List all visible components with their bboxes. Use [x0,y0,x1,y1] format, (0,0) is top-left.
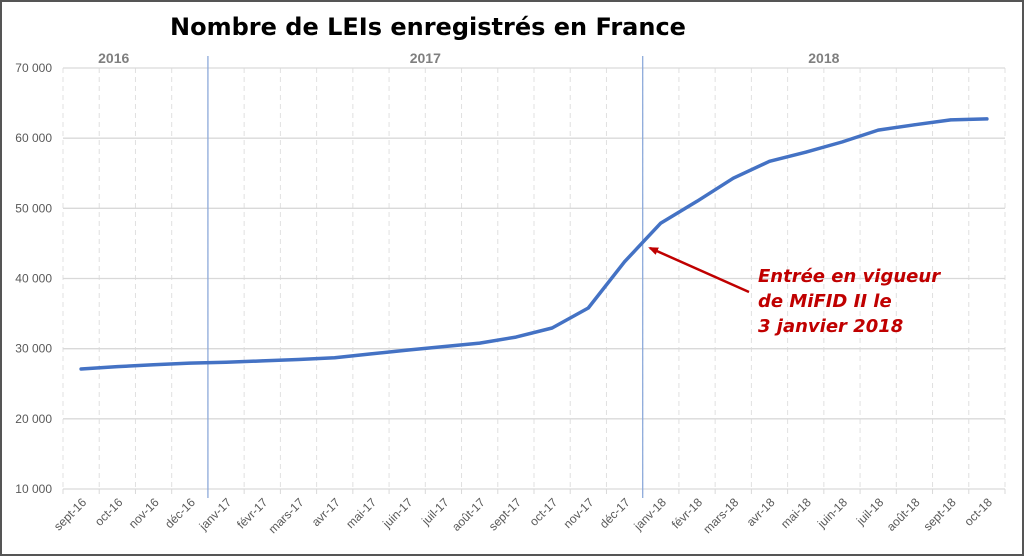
data-point [79,367,83,371]
data-point [804,150,808,154]
data-point [949,118,953,122]
y-tick-label: 50 000 [15,201,52,215]
x-tick-label: juil-17 [418,495,451,528]
x-tick-label: juin-17 [379,495,415,531]
year-label: 2017 [410,50,441,66]
year-labels: 2016 2017 2018 [98,50,839,66]
x-tick-label: janv-18 [630,495,669,534]
data-point [297,358,300,361]
y-tick-label: 10 000 [15,482,52,496]
x-tick-label: août-18 [884,495,923,534]
annotation: Entrée en vigueur de MiFID II le 3 janvier… [648,246,941,337]
year-label: 2016 [98,50,129,66]
data-point [478,341,482,345]
y-tick-label: 70 000 [15,61,52,75]
x-tick-label: avr-18 [744,495,778,529]
data-point [876,128,880,132]
data-point [514,335,518,339]
data-point [333,356,337,360]
chart-title: Nombre de LEIs enregistrés en France [170,13,686,41]
x-tick-label: sept-18 [921,495,959,533]
y-tick-label: 40 000 [15,272,52,286]
x-tick-label: avr-17 [309,495,343,529]
grid [62,67,1006,494]
y-tick-label: 20 000 [15,412,52,426]
x-tick-label: nov-16 [126,495,162,531]
y-tick-label: 60 000 [15,131,52,145]
annotation-text-line: Entrée en vigueur [758,266,941,287]
x-tick-label: oct-17 [527,495,561,529]
data-point [441,345,445,349]
year-label: 2018 [808,50,839,66]
data-point [731,176,735,180]
y-tick-label: 30 000 [15,342,52,356]
x-tick-label: juin-18 [814,495,850,531]
annotation-text-line: 3 janvier 2018 [758,316,903,337]
data-point [152,363,156,367]
x-tick-label: janv-17 [196,495,235,534]
x-tick-label: mai-18 [778,495,814,531]
data-point [659,221,663,225]
data-point [985,117,989,121]
x-tick-label: juil-18 [853,495,886,528]
x-tick-label: mars-18 [700,495,741,536]
x-tick-label: nov-17 [561,495,597,531]
data-point [623,260,627,264]
data-point [586,306,590,310]
data-point [695,199,699,203]
series [79,117,989,371]
annotation-text-line: de MiFID II le [758,291,892,312]
series-line [79,117,989,371]
data-point [188,361,192,365]
x-tick-label: oct-18 [962,495,996,529]
x-tick-label: mai-17 [343,495,379,531]
x-tick-label: déc-17 [597,495,633,531]
data-point [550,326,554,330]
y-axis: 10 000 20 000 30 000 40 000 50 000 60 000 70 0… [15,61,52,496]
x-tick-label: déc-16 [162,495,198,531]
data-point [224,360,228,364]
data-point [912,123,916,127]
data-point [115,365,119,369]
data-point [260,359,264,363]
annotation-arrow [648,246,750,294]
x-tick-label: août-17 [449,495,488,534]
data-point [768,159,771,163]
x-tick-label: sept-17 [486,495,524,533]
x-tick-label: mars-17 [266,495,307,536]
x-tick-label: oct-16 [92,495,126,529]
data-point [840,140,844,144]
x-tick-label: sept-16 [51,495,89,533]
year-separators [207,56,644,498]
data-point [369,352,373,356]
data-point [405,348,409,352]
